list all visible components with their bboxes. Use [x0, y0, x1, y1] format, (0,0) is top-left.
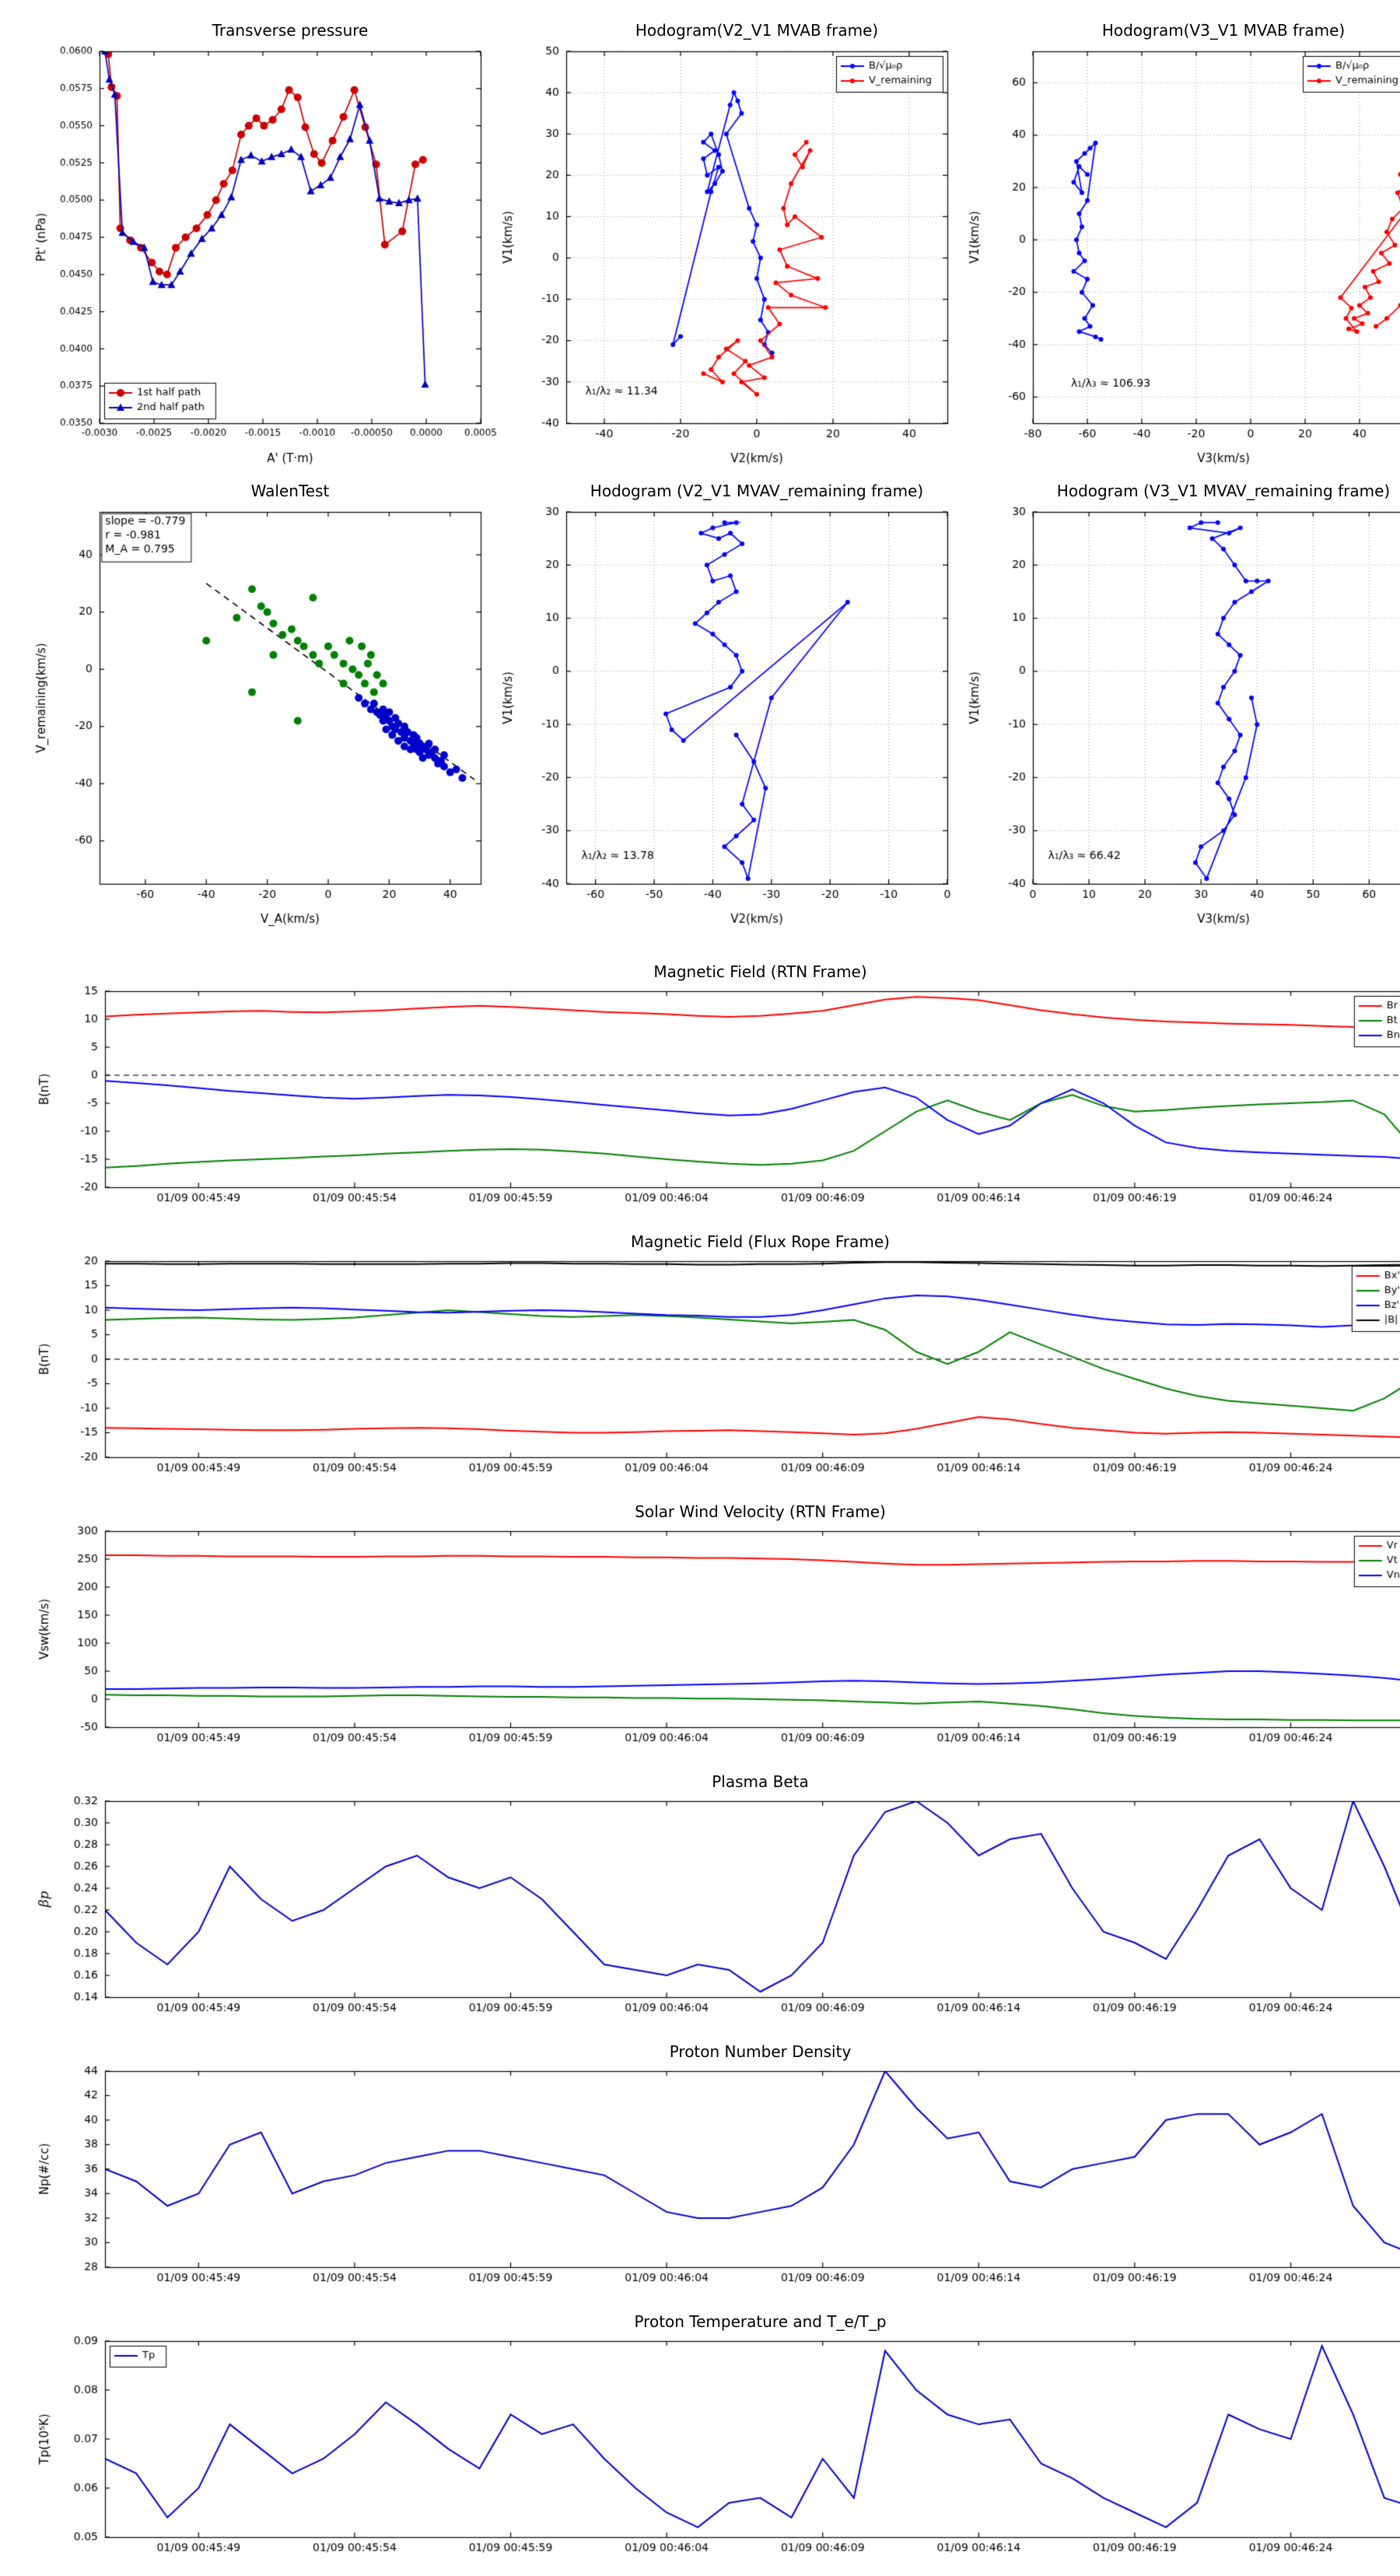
plasma-beta-canvas: [31, 1793, 1400, 2033]
subplot-row-2: WalenTest Hodogram (V2_V1 MVAV_remaining…: [0, 467, 1400, 948]
chart-title-proton-number-density: Proton Number Density: [669, 2042, 852, 2061]
chart-title-hodogram-v2v1-mvav: Hodogram (V2_V1 MVAV_remaining frame): [590, 482, 924, 500]
chart-title-proton-temperature: Proton Temperature and T_e/T_p: [634, 2312, 887, 2331]
chart-title-walen-test: WalenTest: [250, 482, 330, 500]
subplot-row-1: Transverse pressure Hodogram(V2_V1 MVAB …: [0, 6, 1400, 487]
chart-title-hodogram-v3v1-mvav: Hodogram (V3_V1 MVAV_remaining frame): [1056, 482, 1391, 500]
chart-solar-wind-velocity: Solar Wind Velocity (RTN Frame): [31, 1500, 1400, 1766]
chart-hodogram-v2v1-mvab: Hodogram(V2_V1 MVAB frame): [498, 19, 964, 475]
chart-title-solar-wind-velocity: Solar Wind Velocity (RTN Frame): [635, 1502, 886, 1521]
chart-transverse-pressure: Transverse pressure: [31, 19, 498, 475]
transverse-pressure-canvas: [31, 42, 498, 468]
magnetic-field-rtn-canvas: [31, 983, 1400, 1223]
chart-title-hodogram-v2v1-mvab: Hodogram(V2_V1 MVAB frame): [635, 21, 879, 40]
chart-title-magnetic-field-flux-rope: Magnetic Field (Flux Rope Frame): [631, 1232, 890, 1251]
chart-magnetic-field-rtn: Magnetic Field (RTN Frame): [31, 960, 1400, 1226]
chart-proton-number-density: Proton Number Density: [31, 2040, 1400, 2306]
proton-temperature-canvas: [31, 2333, 1400, 2573]
chart-title-transverse-pressure: Transverse pressure: [212, 21, 369, 40]
chart-plasma-beta: Plasma Beta: [31, 1770, 1400, 2036]
chart-title-magnetic-field-rtn: Magnetic Field (RTN Frame): [653, 962, 867, 981]
proton-number-density-canvas: [31, 2063, 1400, 2303]
solar-wind-velocity-canvas: [31, 1523, 1400, 1763]
walen-test-canvas: [31, 503, 498, 929]
hodogram-v3v1-mvab-canvas: [964, 42, 1400, 468]
chart-hodogram-v3v1-mvab: Hodogram(V3_V1 MVAB frame): [964, 19, 1400, 475]
chart-proton-temperature: Proton Temperature and T_e/T_p: [31, 2310, 1400, 2576]
chart-hodogram-v3v1-mvav: Hodogram (V3_V1 MVAV_remaining frame): [964, 479, 1400, 935]
hodogram-v2v1-mvab-canvas: [498, 42, 964, 468]
chart-walen-test: WalenTest: [31, 479, 498, 935]
hodogram-v2v1-mvav-canvas: [498, 503, 964, 929]
chart-magnetic-field-flux-rope: Magnetic Field (Flux Rope Frame): [31, 1230, 1400, 1496]
magnetic-field-flux-rope-canvas: [31, 1253, 1400, 1493]
chart-title-hodogram-v3v1-mvab: Hodogram(V3_V1 MVAB frame): [1101, 21, 1346, 40]
chart-hodogram-v2v1-mvav: Hodogram (V2_V1 MVAV_remaining frame): [498, 479, 964, 935]
chart-title-plasma-beta: Plasma Beta: [712, 1772, 809, 1791]
hodogram-v3v1-mvav-canvas: [964, 503, 1400, 929]
